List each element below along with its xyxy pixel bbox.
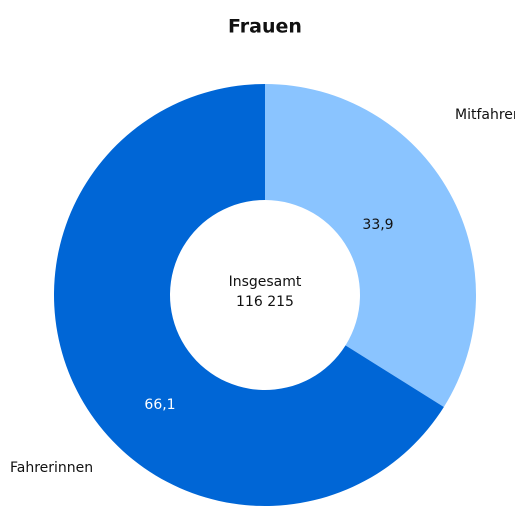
slice bbox=[265, 84, 476, 407]
value-label: 33,9 bbox=[362, 217, 393, 233]
chart-title: Frauen bbox=[228, 16, 302, 38]
center-text: Insgesamt bbox=[229, 274, 302, 290]
category-label: Mitfahrerinnen bbox=[455, 107, 515, 123]
total-label: 116 215 bbox=[236, 294, 294, 310]
category-label: Fahrerinnen bbox=[10, 460, 93, 476]
slice bbox=[53, 84, 444, 506]
value-label: 66,1 bbox=[144, 397, 175, 413]
